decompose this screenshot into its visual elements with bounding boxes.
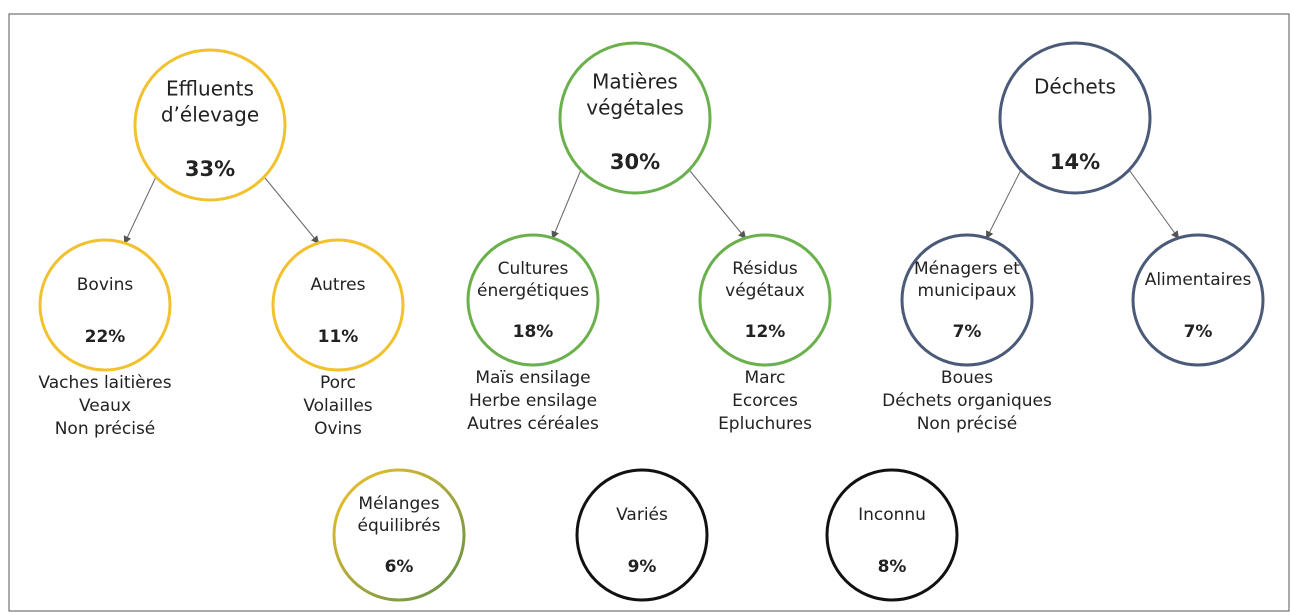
node: Inconnu 8% (825, 468, 959, 602)
edge-arrow (551, 169, 582, 240)
node-percent: 11% (318, 327, 359, 347)
node-item: Epluchures (718, 414, 812, 434)
node-label: Matières (592, 70, 678, 94)
node-label: végétales (586, 96, 684, 120)
edges (123, 169, 1180, 245)
node-circle (466, 233, 600, 367)
node-item: Non précisé (917, 414, 1018, 434)
node-label: d’élevage (161, 103, 259, 127)
node: Déchets 14% (998, 41, 1152, 195)
node-circle (1131, 233, 1265, 367)
node-label: Mélanges (358, 494, 439, 514)
node-item: Non précisé (55, 419, 156, 439)
edge-arrow (123, 176, 157, 245)
frame (8, 13, 1290, 612)
node-label: Variés (616, 505, 668, 525)
node-item: Déchets organiques (882, 391, 1052, 411)
node-item: Veaux (79, 396, 131, 416)
node: Variés 9% (575, 468, 709, 602)
node-item: Vaches laitières (38, 373, 171, 393)
node-percent: 7% (1184, 322, 1213, 342)
node-percent: 9% (628, 557, 657, 577)
node-percent: 33% (185, 157, 235, 181)
node-label: Déchets (1034, 75, 1116, 99)
node-circle (825, 468, 959, 602)
node-circle (271, 238, 405, 372)
node: Alimentaires 7% (1131, 233, 1265, 367)
node-label: Cultures (498, 259, 569, 279)
node-circle (998, 41, 1152, 195)
node-label: végétaux (725, 281, 805, 301)
node-circle (38, 238, 172, 372)
node-percent: 6% (385, 557, 414, 577)
edge-arrow (688, 169, 747, 240)
node-label: Résidus (732, 259, 798, 279)
node-item: Boues (941, 368, 993, 388)
node-label: Ménagers et (914, 259, 1020, 279)
node: Bovins 22% Vaches laitières Veaux Non précis… (38, 238, 172, 439)
node-percent: 12% (745, 322, 786, 342)
edge-arrow (986, 169, 1022, 240)
node-item: Volailles (303, 396, 372, 416)
edge-arrow (263, 176, 320, 245)
node-circle (575, 468, 709, 602)
node-item: Autres céréales (467, 414, 599, 434)
node-label: Autres (310, 275, 365, 295)
node: Autres 11% Porc Volailles Ovins (271, 238, 405, 439)
node-circle (900, 233, 1034, 367)
node-item: Marc (744, 368, 785, 388)
node-label: énergétiques (477, 281, 589, 301)
node-item: Porc (320, 373, 356, 393)
edge-arrow (1128, 169, 1180, 240)
node-circle (698, 233, 832, 367)
node-label: Inconnu (858, 505, 926, 525)
node-percent: 30% (610, 150, 660, 174)
node-percent: 18% (513, 322, 554, 342)
node-item: Ovins (314, 419, 362, 439)
node-circle (558, 41, 712, 195)
node-circle (332, 468, 466, 602)
node-item: Herbe ensilage (469, 391, 597, 411)
node-percent: 14% (1050, 150, 1100, 174)
node-label: Alimentaires (1145, 270, 1252, 290)
node-circle (133, 48, 287, 202)
node-label: municipaux (918, 281, 1017, 301)
node-percent: 8% (878, 557, 907, 577)
node-label: Bovins (77, 275, 134, 295)
node-label: équilibrés (358, 516, 441, 536)
node-item: Ecorces (732, 391, 798, 411)
node-label: Effluents (166, 77, 254, 101)
node-percent: 7% (953, 322, 982, 342)
node-percent: 22% (85, 327, 126, 347)
node-item: Maïs ensilage (475, 368, 590, 388)
